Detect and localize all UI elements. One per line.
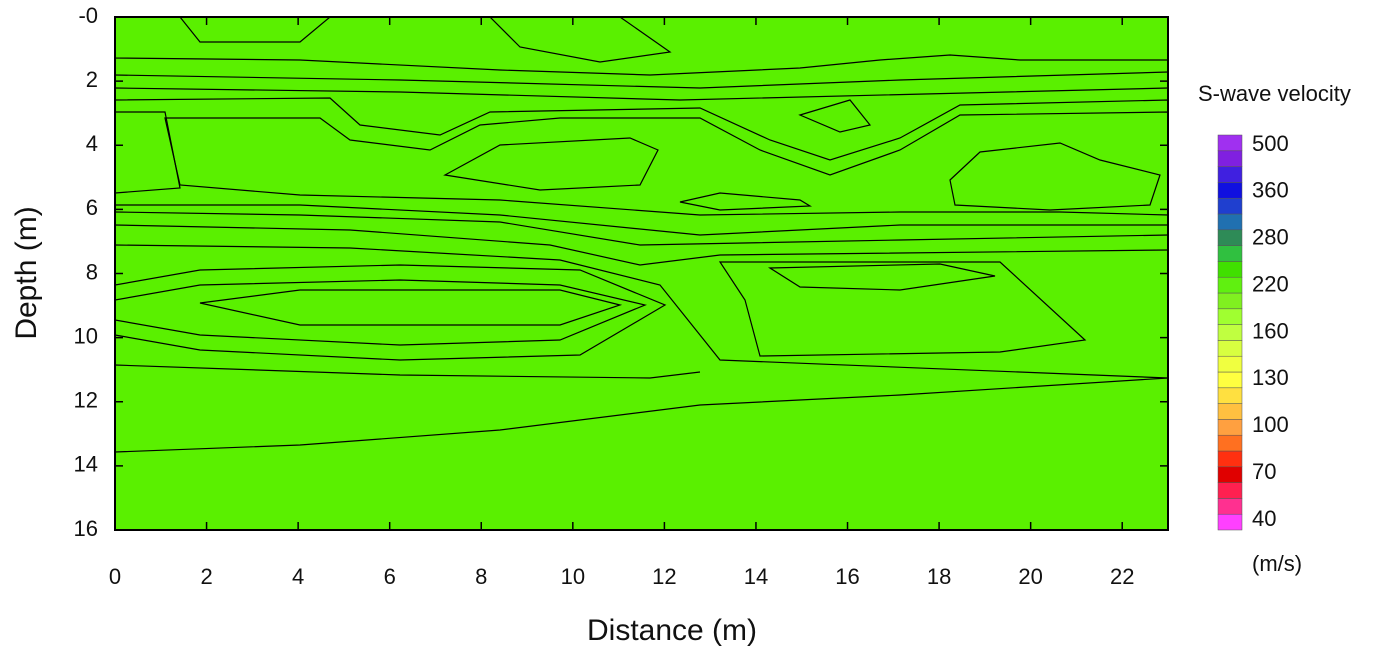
colorbar-box <box>1217 371 1243 389</box>
colorbar-box <box>1217 403 1243 420</box>
colorbar-box <box>1217 213 1243 231</box>
colorbar-tick-label: 500 <box>1252 131 1289 156</box>
contour-region <box>798 99 872 133</box>
colorbar-box <box>1217 387 1243 404</box>
y-tick-label: 16 <box>74 516 98 541</box>
colorbar-box <box>1217 150 1243 167</box>
colorbar-box <box>1217 419 1243 436</box>
contour-region <box>443 137 659 191</box>
x-tick-label: 22 <box>1110 564 1134 589</box>
contour-line <box>115 224 1168 266</box>
contour-region <box>164 111 1168 216</box>
contour-line <box>115 87 1168 101</box>
colorbar-tick-label: 130 <box>1252 365 1289 390</box>
colorbar-box <box>1217 197 1243 215</box>
x-tick-label: 8 <box>475 564 487 589</box>
contour-region <box>179 17 331 43</box>
colorbar-box <box>1217 182 1243 199</box>
contour-line <box>115 71 1168 89</box>
colorbar-box <box>1217 498 1243 515</box>
x-tick-label: 12 <box>652 564 676 589</box>
colorbar-box <box>1217 292 1243 310</box>
contour-line <box>115 377 1168 453</box>
colorbar-box <box>1217 134 1243 152</box>
x-tick-label: 6 <box>384 564 396 589</box>
x-axis-label: Distance (m) <box>587 614 757 647</box>
contour-line <box>115 364 701 379</box>
x-tick-label: 4 <box>292 564 304 589</box>
colorbar-box <box>1217 229 1243 246</box>
contour-region <box>679 192 813 211</box>
contour-region <box>718 261 1087 357</box>
contour-line <box>115 244 1168 379</box>
colorbar-unit: (m/s) <box>1252 551 1302 576</box>
contour-region <box>489 17 672 63</box>
colorbar-box <box>1217 466 1243 483</box>
colorbar-box <box>1217 276 1243 294</box>
contour-region <box>115 279 647 346</box>
x-tick-label: 20 <box>1018 564 1042 589</box>
x-tick-label: 10 <box>561 564 585 589</box>
contour-field <box>115 17 1168 530</box>
colorbar-tick-label: 160 <box>1252 318 1289 343</box>
colorbar-box <box>1217 245 1243 262</box>
colorbar-title: S-wave velocity <box>1198 81 1351 106</box>
colorbar-box <box>1217 434 1243 452</box>
colorbar-box <box>1217 482 1243 499</box>
y-tick-label: 2 <box>86 67 98 92</box>
colorbar-tick-label: 220 <box>1252 271 1289 296</box>
x-tick-label: 18 <box>927 564 951 589</box>
contour-region <box>115 111 181 194</box>
contour-region <box>115 97 1168 236</box>
x-tick-label: 16 <box>835 564 859 589</box>
colorbar-tick-label: 40 <box>1252 506 1276 531</box>
contour-region <box>768 263 996 291</box>
colorbar-box <box>1217 308 1243 325</box>
colorbar-box <box>1217 340 1243 357</box>
colorbar-box <box>1217 355 1243 373</box>
x-tick-label: 14 <box>744 564 768 589</box>
y-tick-label: 6 <box>86 195 98 220</box>
contour-region <box>115 17 1168 76</box>
contour-region <box>199 289 623 326</box>
x-tick-label: 0 <box>109 564 121 589</box>
y-tick-label: 14 <box>74 452 98 477</box>
y-axis-label: Depth (m) <box>10 206 43 339</box>
colorbar-box <box>1217 513 1243 531</box>
contour-region <box>115 17 1168 530</box>
contour-region <box>949 142 1161 211</box>
y-tick-label: 10 <box>74 323 98 348</box>
x-tick-label: 2 <box>200 564 212 589</box>
y-tick-label: -0 <box>78 3 98 28</box>
colorbar-box <box>1217 166 1243 183</box>
y-tick-label: 4 <box>86 131 98 156</box>
colorbar-box <box>1217 450 1243 468</box>
colorbar-tick-label: 280 <box>1252 225 1289 250</box>
contour-line <box>115 211 1168 246</box>
colorbar-box <box>1217 324 1243 341</box>
contour-region <box>115 264 667 361</box>
colorbar-tick-label: 100 <box>1252 412 1289 437</box>
colorbar-tick-label: 70 <box>1252 459 1276 484</box>
colorbar-tick-label: 360 <box>1252 178 1289 203</box>
y-tick-label: 12 <box>74 388 98 413</box>
y-tick-label: 8 <box>86 259 98 284</box>
colorbar-box <box>1217 261 1243 278</box>
